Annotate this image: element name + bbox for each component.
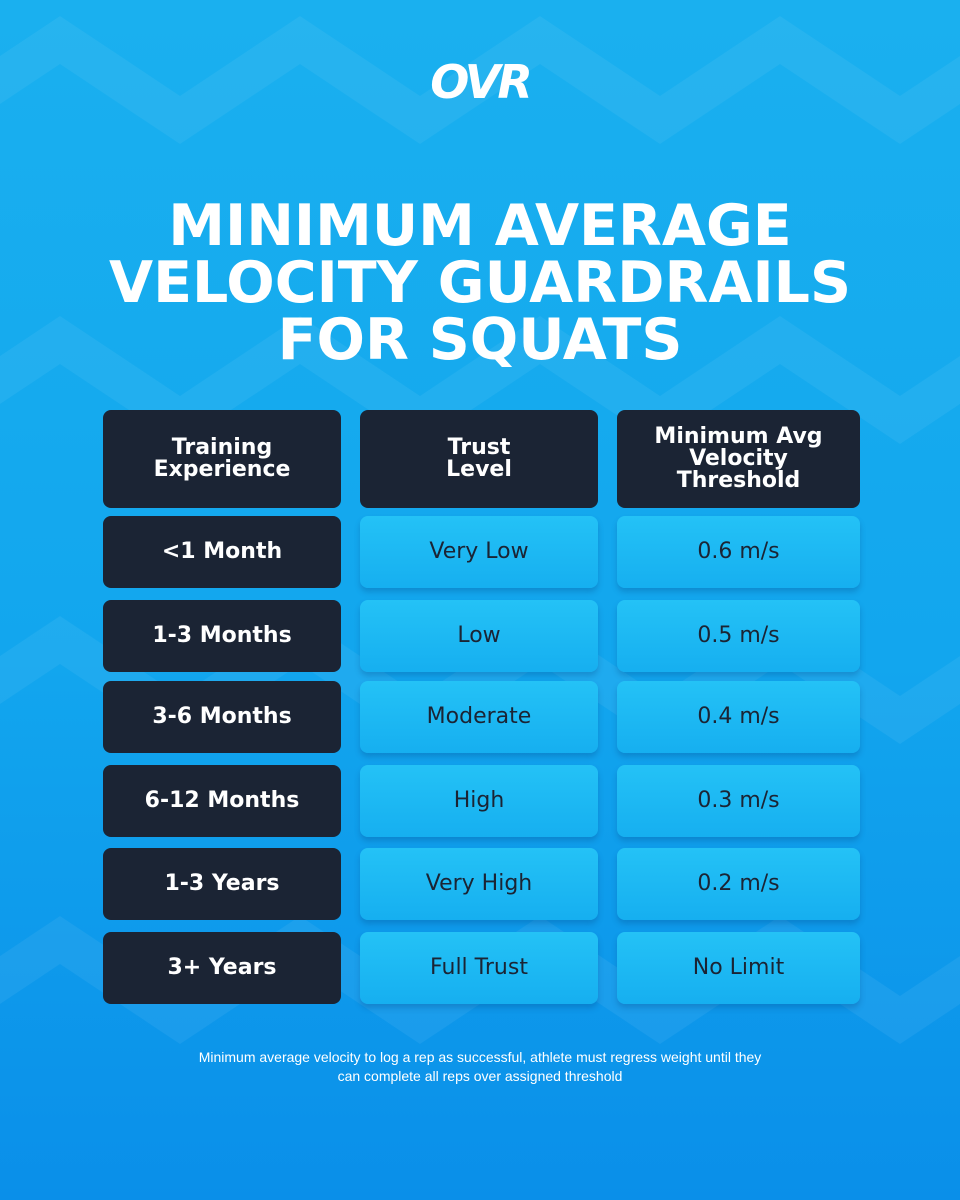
title-line-2: VELOCITY GUARDRAILS (108, 250, 852, 316)
trust-cell: Very High (360, 848, 598, 920)
header-label: Training Experience (153, 435, 291, 482)
header-trust-level: Trust Level (360, 410, 598, 508)
trust-cell: Full Trust (360, 932, 598, 1004)
footnote-line-1: Minimum average velocity to log a rep as… (198, 1049, 762, 1065)
footnote: Minimum average velocity to log a rep as… (0, 1048, 960, 1086)
threshold-cell: 0.6 m/s (617, 516, 860, 588)
header-velocity-threshold: Minimum Avg Velocity Threshold (617, 410, 860, 508)
experience-cell: 3-6 Months (103, 681, 341, 753)
threshold-cell: No Limit (617, 932, 860, 1004)
title-line-3: FOR SQUATS (277, 307, 683, 373)
title-line-1: MINIMUM AVERAGE (168, 193, 792, 259)
page-title: MINIMUM AVERAGE VELOCITY GUARDRAILS FOR … (0, 198, 960, 369)
ovr-logo: OVR (430, 55, 533, 109)
experience-cell: 1-3 Months (103, 600, 341, 672)
header-label: Minimum Avg Velocity Threshold (654, 424, 823, 493)
experience-cell: 6-12 Months (103, 765, 341, 837)
trust-cell: Low (360, 600, 598, 672)
trust-cell: Moderate (360, 681, 598, 753)
experience-cell: 3+ Years (103, 932, 341, 1004)
threshold-cell: 0.3 m/s (617, 765, 860, 837)
trust-cell: High (360, 765, 598, 837)
threshold-cell: 0.4 m/s (617, 681, 860, 753)
trust-cell: Very Low (360, 516, 598, 588)
footnote-line-2: can complete all reps over assigned thre… (337, 1068, 623, 1084)
header-label: Trust Level (446, 435, 512, 482)
header-training-experience: Training Experience (103, 410, 341, 508)
experience-cell: 1-3 Years (103, 848, 341, 920)
experience-cell: <1 Month (103, 516, 341, 588)
threshold-cell: 0.5 m/s (617, 600, 860, 672)
threshold-cell: 0.2 m/s (617, 848, 860, 920)
